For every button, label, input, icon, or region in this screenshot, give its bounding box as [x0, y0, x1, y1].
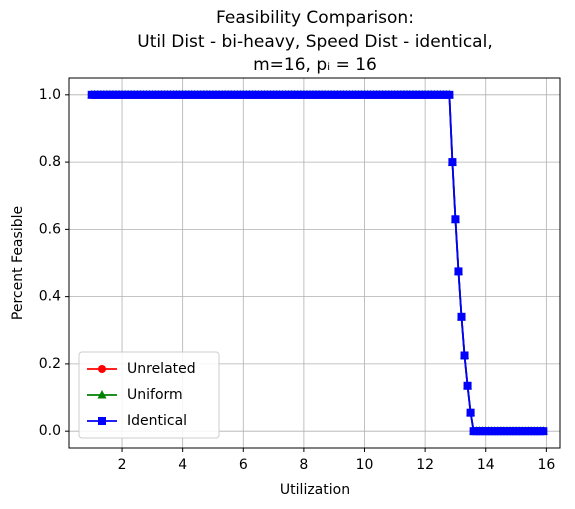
marker: [466, 408, 475, 417]
chart-title: Util Dist - bi-heavy, Speed Dist - ident…: [137, 32, 492, 52]
x-axis-label: Utilization: [280, 482, 350, 498]
x-tick-label: 2: [118, 457, 127, 473]
y-tick-label: 0.2: [39, 356, 61, 372]
legend-label: Identical: [127, 413, 187, 429]
marker: [457, 312, 466, 321]
plot-frame: [68, 77, 561, 449]
marker: [454, 267, 463, 276]
marker: [463, 381, 472, 390]
y-tick-label: 0.6: [39, 221, 61, 237]
chart-title: m=16, pᵢ = 16: [253, 55, 377, 75]
x-tick-label: 16: [537, 457, 555, 473]
marker: [445, 90, 454, 99]
x-tick-label: 4: [178, 457, 187, 473]
chart-title: Feasibility Comparison:: [216, 8, 414, 28]
marker: [539, 427, 548, 436]
y-tick-label: 0.4: [39, 289, 61, 305]
legend-marker: [98, 417, 106, 425]
x-tick-label: 8: [299, 457, 308, 473]
legend: Unrelated Uniform Identical: [78, 351, 220, 439]
x-tick-label: 12: [416, 457, 434, 473]
marker: [460, 351, 469, 360]
legend-box: [78, 351, 220, 439]
marker: [448, 158, 457, 167]
legend-label: Unrelated: [127, 361, 196, 377]
marker: [451, 215, 460, 224]
x-tick-label: 6: [239, 457, 248, 473]
legend-marker: [98, 365, 106, 373]
y-axis-label: Percent Feasible: [10, 206, 26, 320]
y-tick-label: 0.8: [39, 154, 61, 170]
y-tick-label: 1.0: [39, 87, 61, 103]
legend-label: Uniform: [127, 387, 183, 403]
legend-marker: [97, 390, 107, 399]
x-tick-label: 14: [477, 457, 495, 473]
y-tick-label: 0.0: [39, 423, 61, 439]
x-tick-label: 10: [356, 457, 374, 473]
